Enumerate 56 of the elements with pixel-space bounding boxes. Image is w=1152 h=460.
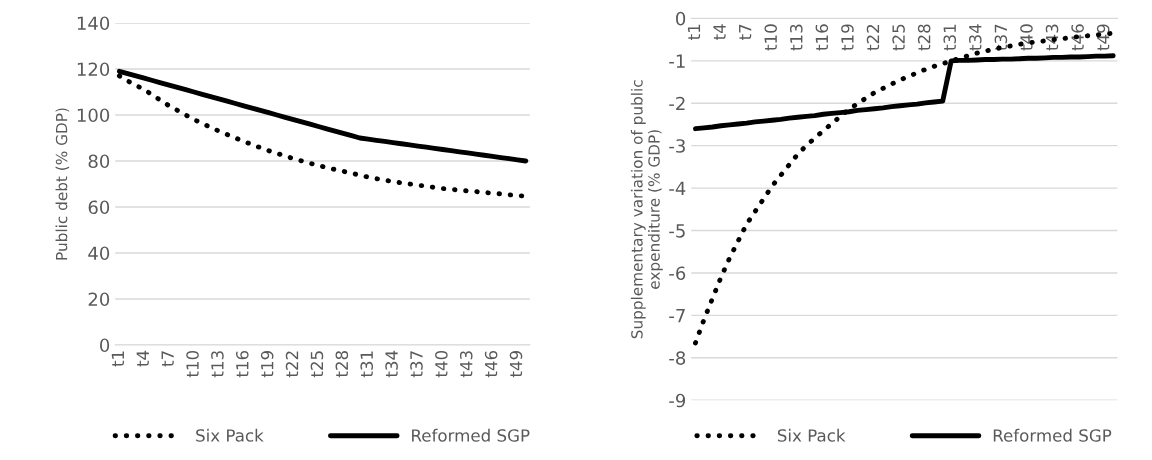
y-tick-label: 20 [88, 292, 110, 307]
x-tick-label: t34 [969, 24, 982, 51]
x-tick-label: t31 [360, 351, 374, 378]
x-tick-label: t49 [509, 351, 523, 378]
x-tick-label: t19 [841, 24, 854, 51]
x-tick-label: t1 [687, 24, 701, 40]
x-tick-label: t13 [211, 351, 224, 378]
x-tick-label: t4 [713, 24, 726, 40]
legend-label: Reformed SGP [993, 428, 1112, 442]
x-tick-label: t28 [917, 24, 931, 51]
x-tick-label: t7 [739, 24, 752, 40]
x-tick-label: t13 [789, 24, 803, 51]
y-tick-label: -7 [669, 309, 685, 323]
y-tick-label: -8 [669, 351, 686, 365]
x-tick-label: t31 [943, 24, 957, 51]
y-tick-label: -3 [669, 139, 685, 153]
y-tick-label: -1 [669, 54, 685, 68]
x-tick-label: t1 [111, 351, 124, 367]
x-tick-label: t37 [410, 351, 423, 378]
y-tick-label: 0 [676, 11, 686, 26]
legend-label: Six Pack [196, 428, 264, 442]
x-tick-label: t43 [1045, 24, 1059, 51]
y-tick-label: 0 [100, 338, 110, 353]
x-tick-label: t28 [335, 351, 349, 378]
x-tick-label: t34 [385, 350, 398, 378]
y-axis-title: Supplementary variation of public expenditure (% GDP) [630, 80, 663, 339]
x-tick-label: t22 [285, 351, 299, 378]
x-tick-label: t25 [310, 351, 324, 378]
x-tick-label: t43 [459, 351, 473, 378]
x-tick-label: t22 [866, 24, 880, 51]
y-tick-label: -4 [669, 181, 686, 195]
y-tick-label: -9 [669, 393, 686, 408]
y-tick-label: 40 [88, 246, 110, 261]
y-tick-label: 140 [77, 16, 110, 31]
x-tick-label: t19 [260, 351, 274, 378]
y-tick-label: 120 [77, 62, 110, 77]
y-tick-label: 80 [88, 154, 110, 169]
x-tick-label: t49 [1096, 24, 1110, 51]
x-tick-label: t7 [161, 351, 174, 367]
y-tick-label: -6 [669, 266, 686, 281]
x-tick-label: t16 [815, 24, 829, 51]
x-tick-label: t4 [136, 350, 149, 367]
y-tick-label: -2 [669, 96, 685, 111]
legend-label: Six Pack [777, 428, 846, 442]
y-tick-label: 60 [88, 200, 110, 215]
legend-label: Reformed SGP [412, 428, 530, 442]
y-tick-label: -5 [669, 224, 685, 238]
x-tick-label: t46 [484, 350, 498, 378]
x-tick-label: t16 [235, 350, 249, 378]
x-tick-label: t10 [764, 24, 778, 51]
y-tick-label: 100 [77, 108, 110, 123]
x-tick-label: t25 [892, 24, 905, 51]
x-tick-label: t40 [435, 350, 448, 378]
x-tick-label: t40 [1020, 24, 1033, 51]
x-tick-label: t10 [186, 350, 199, 378]
y-axis-title: Public debt (% GDP) [55, 108, 70, 260]
